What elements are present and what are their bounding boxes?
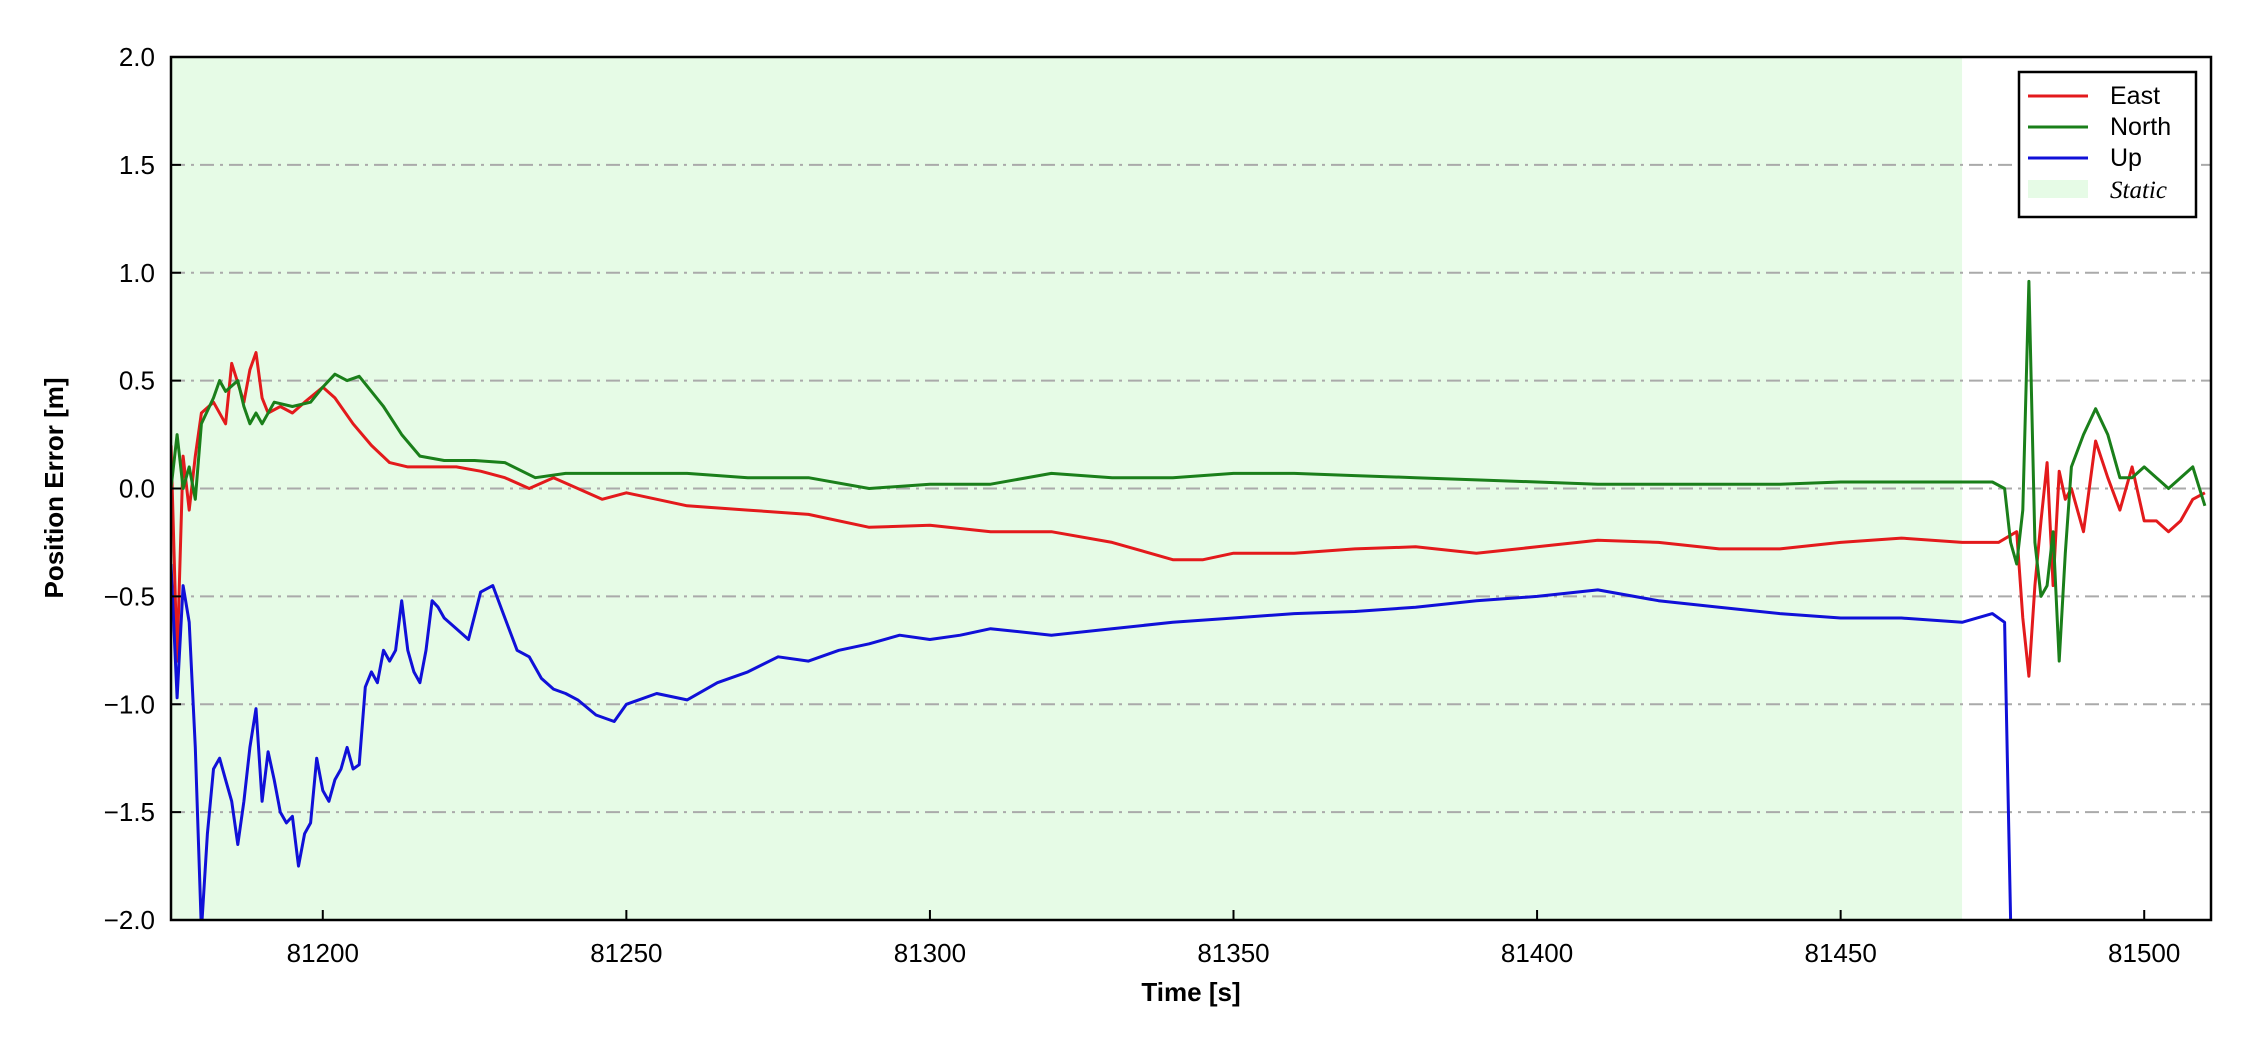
y-tick-label: −2.0: [104, 905, 155, 935]
legend-label-static: Static: [2110, 177, 2167, 204]
x-tick-label: 81500: [2108, 938, 2180, 968]
y-tick-label: 1.5: [119, 150, 155, 180]
y-tick-label: −1.5: [104, 797, 155, 827]
grid-lines: [171, 163, 2211, 814]
series-line-east: [171, 351, 2206, 678]
y-tick-label: 2.0: [119, 42, 155, 72]
y-tick-label: −0.5: [104, 581, 155, 611]
series-line-up: [171, 563, 2013, 920]
legend-label-east: East: [2110, 82, 2160, 110]
series-line-north: [171, 279, 2207, 663]
y-tick-label: 0.5: [119, 366, 155, 396]
legend-swatch-static: [2028, 180, 2088, 198]
y-tick-label: −1.0: [104, 689, 155, 719]
x-tick-label: 81400: [1501, 938, 1573, 968]
x-tick-label: 81250: [590, 938, 662, 968]
legend-label-up: Up: [2110, 144, 2142, 172]
y-tick-label: 0.0: [119, 474, 155, 504]
x-tick-label: 81200: [287, 938, 359, 968]
x-axis-ticks: 81200 81250 81300 81350 81400 81450 81500: [287, 910, 2180, 968]
legend: East North Up Static: [2017, 70, 2198, 219]
y-axis-title: Position Error [m]: [39, 377, 69, 598]
x-tick-label: 81350: [1197, 938, 1269, 968]
legend-label-north: North: [2110, 113, 2171, 141]
y-tick-label: 1.0: [119, 258, 155, 288]
series-lines: [171, 279, 2207, 920]
y-axis-ticks: 2.0 1.5 1.0 0.5 0.0 −0.5 −1.0 −1.5 −2.0: [104, 42, 181, 935]
x-tick-label: 81300: [894, 938, 966, 968]
x-tick-label: 81450: [1804, 938, 1876, 968]
x-axis-title: Time [s]: [1141, 977, 1240, 1007]
